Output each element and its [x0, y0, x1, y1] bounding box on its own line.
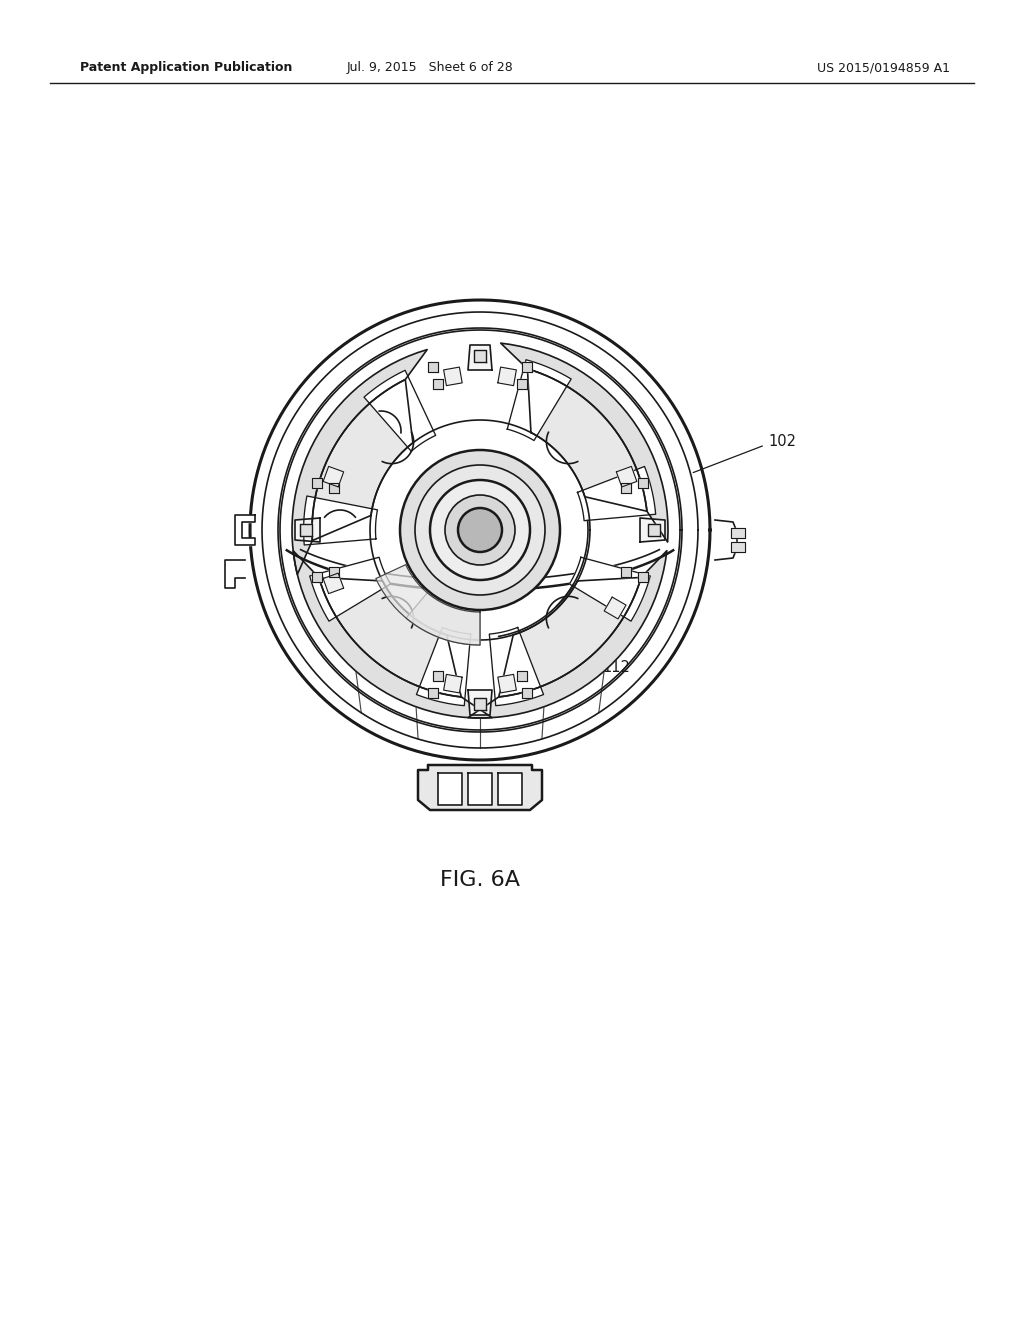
Polygon shape — [433, 379, 443, 389]
Polygon shape — [640, 517, 665, 543]
Polygon shape — [250, 300, 710, 760]
Polygon shape — [438, 774, 462, 805]
Polygon shape — [417, 627, 471, 706]
Polygon shape — [428, 362, 438, 371]
Polygon shape — [443, 367, 462, 385]
Polygon shape — [376, 565, 480, 645]
Polygon shape — [499, 577, 641, 697]
Polygon shape — [418, 766, 542, 810]
Polygon shape — [303, 496, 378, 545]
Circle shape — [400, 450, 560, 610]
Polygon shape — [517, 671, 526, 681]
Polygon shape — [295, 517, 319, 543]
Polygon shape — [639, 478, 648, 488]
Polygon shape — [474, 350, 486, 363]
Text: 126: 126 — [362, 602, 390, 618]
Polygon shape — [443, 675, 462, 693]
Text: US 2015/0194859 A1: US 2015/0194859 A1 — [817, 62, 950, 74]
Polygon shape — [293, 550, 493, 718]
Polygon shape — [474, 698, 486, 710]
Polygon shape — [468, 690, 492, 715]
Polygon shape — [324, 573, 344, 594]
Polygon shape — [280, 330, 680, 730]
Polygon shape — [407, 593, 480, 645]
Polygon shape — [468, 774, 492, 805]
Polygon shape — [501, 343, 668, 543]
Polygon shape — [468, 550, 667, 718]
Polygon shape — [370, 420, 590, 640]
Polygon shape — [309, 557, 390, 622]
Polygon shape — [731, 543, 745, 552]
Polygon shape — [468, 345, 492, 370]
Polygon shape — [234, 515, 255, 545]
Polygon shape — [622, 568, 631, 577]
Polygon shape — [262, 312, 698, 748]
Polygon shape — [498, 367, 516, 385]
Polygon shape — [318, 577, 461, 697]
Polygon shape — [731, 528, 745, 539]
Polygon shape — [522, 362, 531, 371]
Text: Patent Application Publication: Patent Application Publication — [80, 62, 293, 74]
Polygon shape — [250, 300, 710, 760]
Polygon shape — [569, 557, 650, 622]
Polygon shape — [578, 466, 655, 520]
Circle shape — [430, 480, 530, 579]
Polygon shape — [311, 572, 322, 582]
Polygon shape — [428, 689, 438, 698]
Polygon shape — [498, 675, 516, 693]
Polygon shape — [507, 360, 571, 441]
Polygon shape — [616, 466, 637, 487]
Text: Jul. 9, 2015   Sheet 6 of 28: Jul. 9, 2015 Sheet 6 of 28 — [347, 62, 513, 74]
Circle shape — [445, 495, 515, 565]
Polygon shape — [278, 327, 682, 733]
Polygon shape — [311, 478, 322, 488]
Polygon shape — [522, 689, 531, 698]
Text: 112: 112 — [602, 660, 630, 676]
Polygon shape — [324, 466, 344, 487]
Polygon shape — [498, 774, 522, 805]
Polygon shape — [647, 524, 660, 536]
Circle shape — [458, 508, 502, 552]
Polygon shape — [517, 379, 526, 389]
Polygon shape — [433, 671, 443, 681]
Polygon shape — [300, 524, 312, 536]
Polygon shape — [312, 380, 413, 541]
Polygon shape — [527, 368, 647, 511]
Polygon shape — [329, 483, 339, 494]
Text: FIG. 6A: FIG. 6A — [440, 870, 520, 890]
Polygon shape — [364, 371, 435, 451]
Polygon shape — [604, 597, 626, 619]
Text: 102: 102 — [768, 434, 796, 450]
Polygon shape — [329, 568, 339, 577]
Polygon shape — [639, 572, 648, 582]
Circle shape — [415, 465, 545, 595]
Polygon shape — [622, 483, 631, 494]
Text: 138: 138 — [368, 491, 395, 506]
Polygon shape — [489, 627, 544, 706]
Polygon shape — [292, 350, 427, 574]
